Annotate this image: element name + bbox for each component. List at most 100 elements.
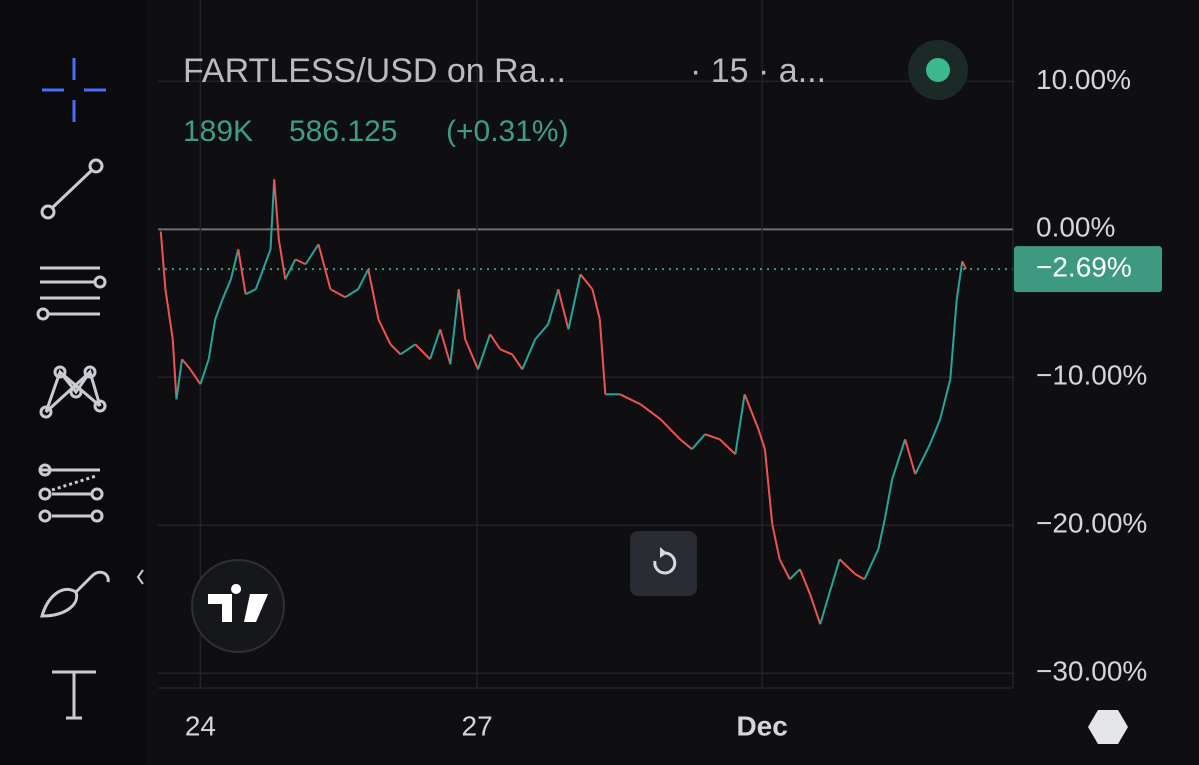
price-segment [929, 418, 942, 445]
price-segment [819, 598, 829, 625]
x-tick-label: 27 [462, 710, 493, 741]
price-segment [237, 249, 247, 295]
price-segment [277, 239, 287, 280]
price-segment [207, 319, 217, 360]
price-segment [955, 261, 964, 300]
price-segment [771, 524, 781, 560]
price-segment [778, 558, 791, 580]
price-segment [619, 393, 641, 406]
price-segment [254, 268, 265, 290]
price-segment [269, 179, 276, 250]
price-segment [799, 568, 812, 595]
price-tag [1014, 246, 1162, 293]
symbol-title: FARTLESS/USD on Ra... [183, 52, 566, 90]
price-segment [245, 288, 257, 296]
price-segment [521, 338, 537, 370]
text-tool[interactable] [52, 670, 96, 720]
price-segment [691, 433, 706, 450]
price-segment [429, 329, 442, 360]
price-segment [189, 368, 202, 385]
price-segment [214, 298, 224, 320]
price-segment [489, 333, 502, 350]
price-segment [499, 348, 513, 356]
price-segment [199, 358, 210, 385]
price-segment [464, 338, 479, 370]
price-segment [262, 248, 272, 270]
price-segment [591, 289, 601, 320]
price-segment [221, 278, 232, 300]
price-segment [904, 439, 917, 475]
price-tag-label: −2.69% [1036, 252, 1132, 283]
y-tick-label: 10.00% [1036, 64, 1131, 95]
trendline-tool[interactable] [40, 158, 104, 220]
y-tick-label: −30.00% [1036, 656, 1147, 687]
price-segment [949, 299, 958, 380]
fib-tool[interactable] [36, 266, 107, 321]
tradingview-logo[interactable] [191, 559, 285, 653]
volume: 189K [183, 115, 253, 148]
price-segment [477, 333, 491, 370]
price-segment [659, 418, 681, 440]
price-segment [400, 343, 416, 356]
price-segment [719, 438, 737, 455]
settings-icon[interactable] [1088, 710, 1128, 744]
price-segment [317, 244, 332, 290]
price-segment [598, 319, 607, 395]
y-tick-label: 0.00% [1036, 212, 1115, 243]
projection-tool[interactable] [38, 463, 104, 523]
price-segment [789, 568, 801, 580]
reset-button[interactable] [630, 531, 697, 596]
crosshair-tool[interactable] [42, 58, 106, 122]
price-segment [679, 438, 693, 450]
price-segment [344, 288, 359, 299]
y-tick-label: −20.00% [1036, 508, 1147, 539]
price-segment [579, 273, 594, 290]
x-tick-label: 24 [185, 710, 216, 741]
y-tick-label: −10.00% [1036, 360, 1147, 391]
price-segment [414, 343, 431, 360]
price-segment [763, 449, 774, 525]
plot-area [158, 0, 1013, 688]
price-segment [181, 358, 192, 370]
price-segment [377, 318, 392, 345]
status-indicator [908, 40, 968, 100]
price-segment [175, 359, 183, 400]
price-segment [757, 428, 766, 450]
interval: · 15 · a... [690, 52, 826, 90]
price-segment [557, 289, 570, 330]
price-segment [826, 558, 841, 600]
change: (+0.31%) [446, 115, 569, 148]
brush-tool[interactable] [39, 570, 110, 618]
price-segment [284, 258, 297, 280]
price-segment [704, 433, 721, 441]
price-segment [457, 289, 467, 340]
price: 586.125 [289, 115, 397, 148]
price-segment [547, 288, 560, 325]
price-segment [511, 353, 524, 370]
price-segment [961, 260, 967, 270]
price-segment [304, 243, 320, 265]
collapse-toggle[interactable] [136, 569, 144, 585]
price-segment [914, 443, 931, 475]
price-segment [891, 438, 907, 480]
price-segment [567, 274, 582, 330]
price-segment [171, 339, 178, 400]
price-segment [743, 393, 760, 430]
price-segment [639, 403, 662, 421]
price-segment [357, 268, 370, 290]
price-segment [877, 518, 886, 550]
price-segment [449, 289, 460, 365]
price-segment [863, 548, 880, 580]
price-segment [838, 558, 856, 575]
price-segment [159, 231, 167, 290]
price-segment [294, 258, 307, 266]
price-segment [883, 479, 894, 520]
price-segment [534, 323, 549, 340]
price-segment [329, 288, 346, 299]
price-segment [389, 343, 402, 356]
price-segment [939, 379, 952, 420]
pattern-tool[interactable] [39, 365, 107, 419]
